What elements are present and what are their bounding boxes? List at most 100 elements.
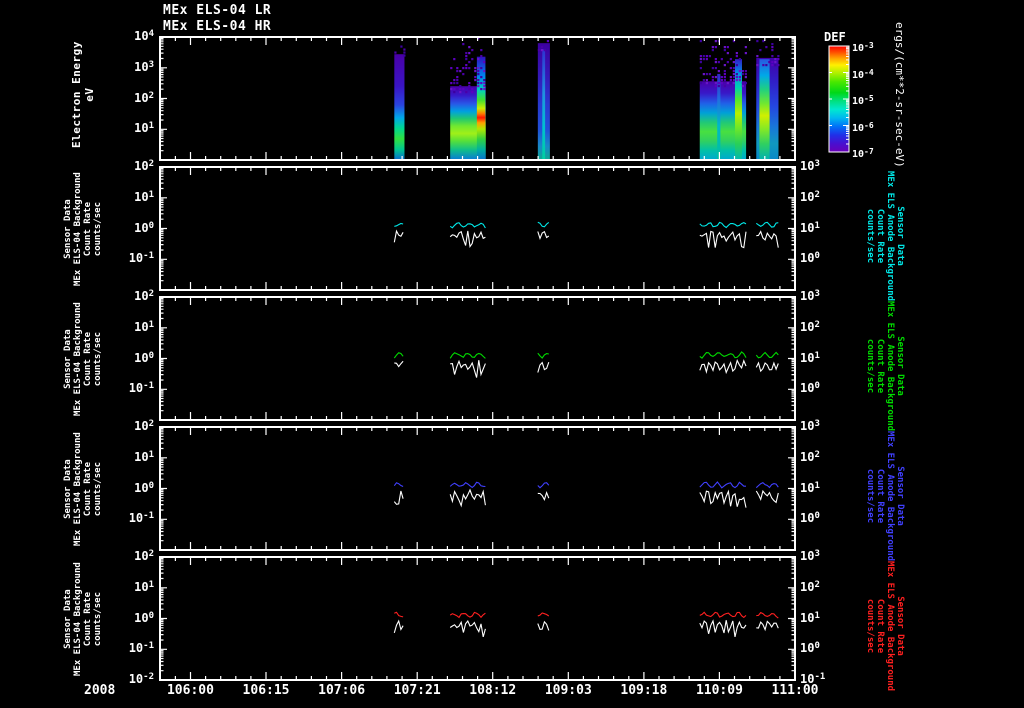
- count-rate-panel-cyan-left-label: Sensor Data MEx ELS-04 Background Count Ra…: [63, 172, 103, 286]
- speckle: [765, 64, 768, 67]
- speckle: [474, 76, 477, 79]
- speckle: [403, 54, 406, 57]
- count-rate-panel-red-traces: [393, 611, 779, 638]
- y-tick-label-right: 10-1: [800, 672, 826, 686]
- speckle: [474, 67, 477, 70]
- speckle: [465, 58, 468, 61]
- trace-background: [756, 620, 779, 632]
- speckle: [459, 70, 462, 73]
- spectrogram-speckles: [394, 45, 406, 57]
- speckle: [477, 85, 480, 88]
- spectrogram-speckles: [537, 40, 550, 52]
- axis-label-line: Sensor Data: [63, 199, 73, 259]
- speckle: [480, 67, 483, 70]
- trace-background: [393, 229, 404, 243]
- trace-background: [393, 490, 404, 505]
- speckle: [483, 70, 486, 73]
- speckle: [394, 51, 397, 54]
- speckle: [765, 46, 768, 49]
- speckle: [480, 55, 483, 58]
- y-tick-label-right: 101: [800, 610, 820, 625]
- axis-label-line: Sensor Data: [63, 459, 73, 519]
- speckle: [462, 73, 465, 76]
- speckle: [735, 55, 738, 58]
- speckle: [735, 79, 738, 82]
- axis-label-line: counts/sec: [93, 202, 103, 257]
- y-tick-label-left: 102: [134, 90, 154, 105]
- speckle: [720, 76, 723, 79]
- speckle: [477, 79, 480, 82]
- axis-label-line: Sensor Data: [895, 466, 905, 526]
- trace-anode-background: [394, 611, 404, 618]
- axis-label-line: Sensor Data: [895, 596, 905, 656]
- panel-frame: [159, 36, 796, 161]
- speckle: [477, 70, 480, 73]
- axis-label-line: Sensor Data: [895, 336, 905, 396]
- trace-background: [393, 619, 404, 634]
- speckle: [450, 67, 453, 70]
- panel-frame: [159, 166, 796, 291]
- axis-label-line: counts/sec: [93, 462, 103, 517]
- trace-anode-background: [537, 612, 550, 617]
- trace-anode-background: [699, 351, 747, 359]
- panel-ticks: [160, 426, 796, 551]
- speckle: [477, 38, 480, 40]
- speckle: [453, 82, 456, 85]
- exponent: 2: [148, 549, 154, 559]
- speckle: [771, 49, 774, 52]
- speckle: [738, 76, 741, 79]
- axis-label-line: counts/sec: [865, 208, 875, 264]
- speckle: [468, 85, 471, 88]
- speckle: [777, 55, 780, 58]
- speckle: [546, 40, 550, 43]
- speckle: [468, 52, 471, 55]
- exponent: -5: [864, 94, 874, 103]
- exponent: 2: [814, 449, 820, 460]
- speckle: [699, 40, 702, 43]
- speckle: [711, 46, 714, 49]
- exponent: 1: [148, 319, 154, 330]
- exponent: 0: [814, 511, 820, 522]
- axis-label-line: eV: [83, 87, 96, 102]
- exponent: 3: [814, 549, 820, 559]
- count-rate-panel-green-right-label: Sensor Data MEx ELS Anode Background Count…: [865, 301, 905, 431]
- exponent: 0: [814, 641, 820, 652]
- x-tick-label: 110:09: [695, 683, 743, 698]
- speckle: [714, 67, 717, 70]
- speckle: [735, 73, 738, 76]
- speckle: [462, 88, 465, 91]
- speckle: [771, 61, 774, 64]
- panel-ticks: [160, 166, 796, 291]
- spectrogram-speckles: [450, 38, 486, 94]
- speckle: [744, 82, 747, 85]
- axis-label-line: Count Rate: [83, 592, 93, 647]
- y-tick-label-left: 10-2: [128, 672, 154, 686]
- exponent: 0: [148, 610, 154, 621]
- exponent: -2: [143, 672, 154, 682]
- speckle: [729, 79, 732, 82]
- y-tick-label-left: 101: [134, 121, 154, 136]
- y-tick-label-left: 10-1: [128, 641, 154, 656]
- exponent: 1: [814, 350, 820, 361]
- speckle: [699, 55, 702, 58]
- exponent: 1: [814, 610, 820, 621]
- y-tick-label-right: 100: [800, 381, 820, 396]
- count-rate-panel-blue-right-label: Sensor Data MEx ELS Anode Background Count…: [865, 431, 905, 561]
- speckle: [462, 43, 465, 46]
- y-tick-label-right: 100: [800, 511, 820, 526]
- speckle: [403, 51, 406, 54]
- speckle: [456, 67, 459, 70]
- axis-label-line: MEx ELS Anode Background: [885, 171, 895, 302]
- y-tick-label-right: 103: [800, 159, 820, 173]
- speckle: [453, 79, 456, 82]
- speckle: [471, 88, 474, 91]
- speckle: [771, 43, 774, 46]
- trace-anode-background: [537, 352, 549, 359]
- exponent: 0: [148, 350, 154, 361]
- spectrogram-ylabel: Electron Energy eV: [70, 41, 96, 148]
- speckle: [723, 76, 726, 79]
- count-rate-panel-cyan-right-label: Sensor Data MEx ELS Anode Background Count…: [865, 171, 905, 301]
- speckle: [465, 64, 468, 67]
- speckle: [456, 88, 459, 91]
- speckle: [705, 73, 708, 76]
